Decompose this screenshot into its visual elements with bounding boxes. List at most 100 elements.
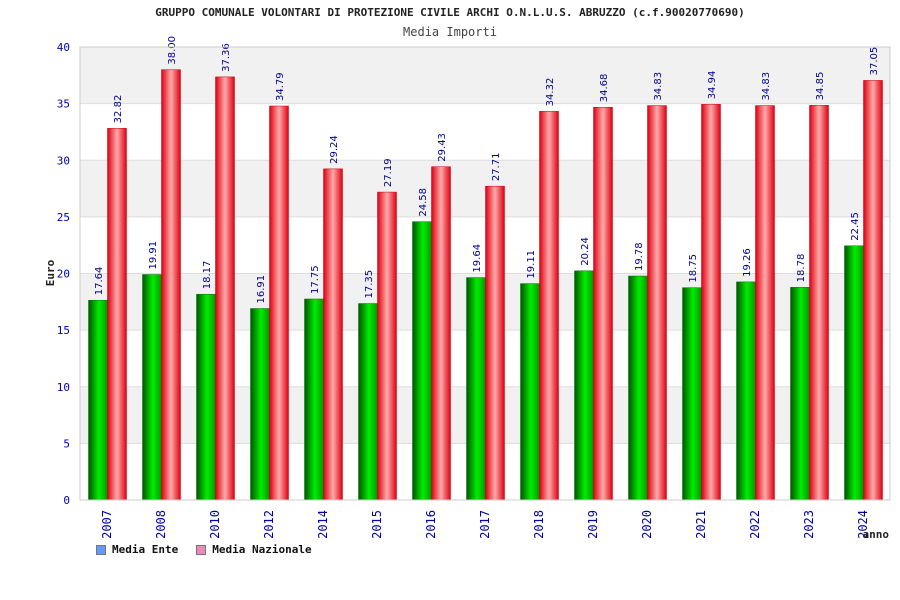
y-tick-label: 30 — [57, 154, 70, 167]
x-tick-label: 2021 — [694, 510, 708, 539]
bar-media-nazionale — [215, 76, 235, 501]
data-label: 16.91 — [256, 275, 267, 304]
bar-media-ente — [412, 221, 432, 501]
data-label: 27.71 — [491, 153, 502, 182]
legend-label-media-nazionale: Media Nazionale — [212, 543, 312, 556]
bar-media-nazionale — [485, 185, 505, 501]
bar-media-ente — [520, 283, 540, 501]
data-label: 34.85 — [815, 72, 826, 101]
x-tick-label: 2007 — [100, 510, 114, 539]
data-label: 19.78 — [634, 242, 645, 271]
legend: Media Ente Media Nazionale — [96, 543, 312, 556]
data-label: 19.26 — [742, 248, 753, 277]
bar-media-nazionale — [593, 106, 613, 501]
legend-item-media-nazionale: Media Nazionale — [196, 543, 312, 556]
y-tick-label: 25 — [57, 211, 70, 224]
data-label: 27.19 — [383, 158, 394, 187]
plot-frame — [79, 46, 891, 501]
x-tick-label: 2015 — [370, 510, 384, 539]
bar-media-ente — [790, 287, 810, 501]
x-axis-label: anno — [863, 528, 890, 541]
bar-media-ente — [196, 293, 216, 501]
x-tick-label: 2012 — [262, 510, 276, 539]
data-label: 34.83 — [653, 72, 664, 101]
data-label: 20.24 — [580, 237, 591, 266]
bar-media-nazionale — [107, 128, 127, 501]
data-label: 18.75 — [688, 254, 699, 283]
bar-media-nazionale — [269, 105, 289, 501]
x-tick-label: 2016 — [424, 510, 438, 539]
grid-band — [80, 160, 890, 217]
x-tick-label: 2010 — [208, 510, 222, 539]
bar-media-nazionale — [161, 69, 181, 501]
bar-media-ente — [844, 245, 864, 501]
bar-media-nazionale — [323, 168, 343, 501]
x-tick-label: 2023 — [802, 510, 816, 539]
bar-media-ente — [250, 308, 270, 501]
data-label: 37.36 — [221, 43, 232, 72]
bar-media-nazionale — [701, 104, 721, 501]
bar-media-nazionale — [377, 191, 397, 501]
bar-media-ente — [682, 287, 702, 501]
data-label: 38.00 — [167, 36, 178, 65]
data-label: 19.91 — [148, 241, 159, 270]
y-axis-label: Euro — [44, 259, 57, 286]
legend-swatch-media-nazionale — [196, 544, 207, 555]
bar-media-ente — [142, 274, 162, 501]
axes: 0 5 10 15 20 25 30 35 40 2007 2008 2010 2012 2014 2015… — [57, 41, 891, 539]
x-tick-label: 2018 — [532, 510, 546, 539]
bar-media-nazionale — [863, 80, 883, 501]
legend-swatch-media-ente — [96, 544, 106, 555]
x-tick-label: 2008 — [154, 510, 168, 539]
grid-band — [80, 216, 890, 274]
legend-item-media-ente: Media Ente — [96, 543, 178, 556]
data-label: 34.32 — [545, 78, 556, 107]
bar-media-ente — [736, 281, 756, 501]
data-label: 17.64 — [94, 267, 105, 296]
bar-media-ente — [304, 298, 324, 501]
x-tick-label: 2024 — [856, 510, 870, 539]
bar-media-nazionale — [647, 105, 667, 501]
y-tick-label: 10 — [57, 381, 70, 394]
x-tick-label: 2019 — [586, 510, 600, 539]
bar-media-ente — [88, 299, 108, 501]
y-tick-label: 40 — [57, 41, 70, 54]
x-tick-label: 2020 — [640, 510, 654, 539]
data-label: 17.75 — [310, 265, 321, 294]
data-label: 32.82 — [113, 95, 124, 124]
data-label: 29.24 — [329, 135, 340, 164]
y-tick-label: 0 — [63, 494, 70, 507]
data-label: 22.45 — [850, 212, 861, 241]
x-tick-label: 2017 — [478, 510, 492, 539]
bar-media-ente — [358, 303, 378, 501]
bar-media-nazionale — [809, 105, 829, 501]
chart-title: GRUPPO COMUNALE VOLONTARI DI PROTEZIONE … — [155, 6, 745, 19]
bar-media-nazionale — [539, 111, 559, 501]
data-label: 19.11 — [526, 250, 537, 279]
chart-subtitle: Media Importi — [403, 25, 497, 39]
data-label: 37.05 — [869, 47, 880, 76]
data-label: 34.68 — [599, 74, 610, 103]
y-tick-label: 20 — [57, 268, 70, 281]
data-label: 18.17 — [202, 261, 213, 290]
y-tick-label: 35 — [57, 98, 70, 111]
data-label: 17.35 — [364, 270, 375, 299]
bars: 17.64 32.82 19.91 38.00 18.17 37.36 16.91 34.79… — [88, 36, 883, 501]
grid-band — [80, 103, 890, 161]
data-label: 29.43 — [437, 133, 448, 162]
y-tick-label: 15 — [57, 324, 70, 337]
y-tick-label: 5 — [63, 437, 70, 450]
bar-media-nazionale — [755, 105, 775, 501]
bar-media-ente — [466, 277, 486, 501]
grid-band — [80, 47, 890, 104]
x-tick-label: 2022 — [748, 510, 762, 539]
bar-media-ente — [574, 270, 594, 501]
data-label: 34.83 — [761, 72, 772, 101]
data-label: 24.58 — [418, 188, 429, 217]
data-label: 19.64 — [472, 244, 483, 273]
bar-media-nazionale — [431, 166, 451, 501]
data-label: 34.94 — [707, 71, 718, 100]
bar-media-ente — [628, 275, 648, 501]
x-tick-label: 2014 — [316, 510, 330, 539]
